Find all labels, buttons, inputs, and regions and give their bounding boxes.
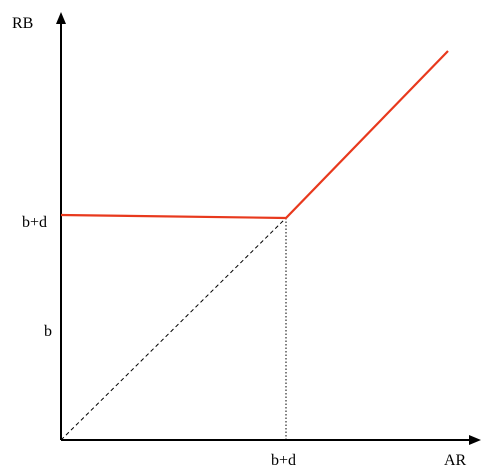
x-tick-b-plus-d: b+d <box>271 452 296 468</box>
diagonal-dashed-line <box>60 217 287 441</box>
y-tick-b: b <box>44 323 52 340</box>
y-axis-label: RB <box>12 15 33 32</box>
x-axis-arrowhead <box>469 435 481 445</box>
y-axis-arrowhead <box>56 12 66 24</box>
y-tick-b-plus-d: b+d <box>22 214 47 231</box>
x-axis-label: AR <box>444 452 467 468</box>
payoff-line <box>60 50 449 220</box>
